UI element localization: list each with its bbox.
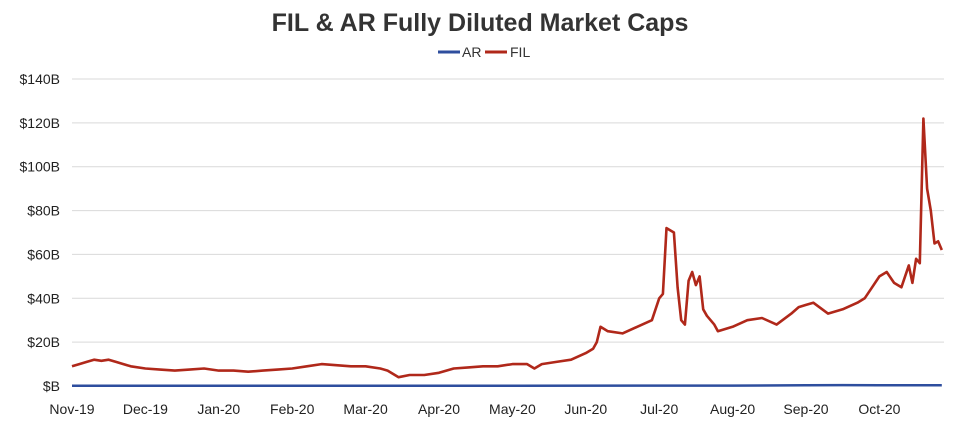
x-axis-labels: Nov-19 Dec-19 Jan-20 Feb-20 Mar-20 Apr-20 May-… [49, 401, 900, 417]
legend-item-fil: FIL [485, 44, 530, 60]
x-tick-label-apr-20: Apr-20 [418, 401, 460, 417]
y-axis-labels: $B $20B $40B $60B $80B $100B $120B $140B [20, 71, 60, 394]
legend-label-ar: AR [462, 44, 481, 60]
x-tick-label-nov-19: Nov-19 [49, 401, 94, 417]
x-tick-label-may-20: May-20 [489, 401, 536, 417]
x-tick-label-sep-20: Sep-20 [783, 401, 828, 417]
y-tick-label-1: $20B [27, 334, 60, 350]
x-tick-label-jan-20: Jan-20 [197, 401, 240, 417]
y-tick-label-3: $60B [27, 246, 60, 262]
x-tick-label-jul-20: Jul-20 [640, 401, 678, 417]
y-tick-label-4: $80B [27, 203, 60, 219]
x-tick-label-jun-20: Jun-20 [564, 401, 607, 417]
x-tick-label-aug-20: Aug-20 [710, 401, 755, 417]
x-tick-label-feb-20: Feb-20 [270, 401, 315, 417]
y-tick-label-7: $140B [20, 71, 60, 87]
y-tick-label-6: $120B [20, 115, 60, 131]
x-tick-label-oct-20: Oct-20 [858, 401, 900, 417]
y-tick-label-5: $100B [20, 159, 60, 175]
gridlines [72, 78, 944, 343]
series-line-fil [71, 117, 943, 379]
x-tick-label-mar-20: Mar-20 [343, 401, 388, 417]
legend-label-fil: FIL [510, 44, 530, 60]
legend: AR FIL [438, 44, 530, 60]
chart-title: FIL & AR Fully Diluted Market Caps [272, 9, 689, 37]
series-lines [71, 117, 943, 388]
x-tick-label-dec-19: Dec-19 [123, 401, 168, 417]
legend-item-ar: AR [438, 44, 481, 60]
y-tick-label-0: $B [43, 378, 60, 394]
y-tick-label-2: $40B [27, 290, 60, 306]
series-line-ar [72, 383, 942, 388]
